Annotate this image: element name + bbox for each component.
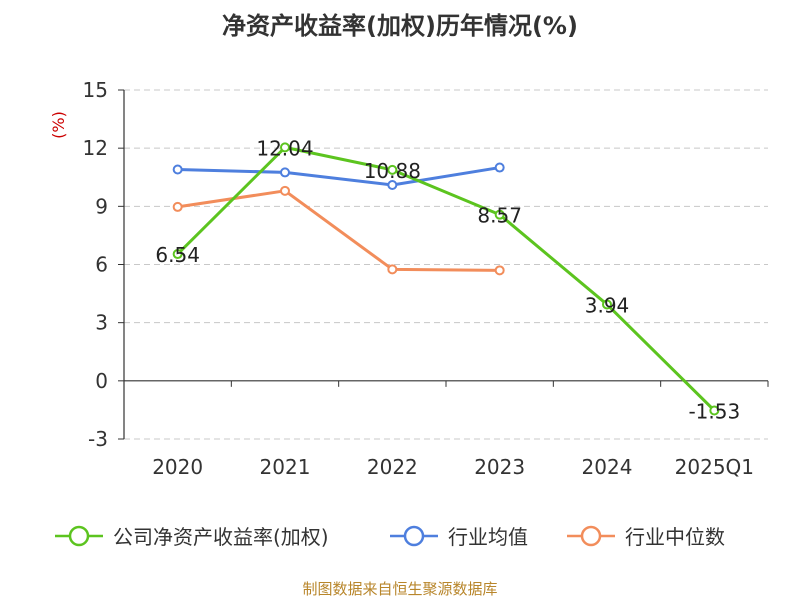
data-point [172,201,183,212]
legend: 公司净资产收益率(加权) 行业均值 行业中位数 [55,525,725,549]
y-tick-label: 0 [95,369,108,393]
data-point [280,142,290,153]
data-point [709,405,720,416]
data-point [172,164,183,175]
series-line [177,189,500,272]
series-line [176,145,716,412]
series-line [177,166,500,187]
data-label: 6.54 [155,243,200,267]
y-tick-label: 12 [83,136,108,160]
grid-lines [124,89,768,440]
y-tick-label: -3 [88,427,108,451]
legend-label: 公司净资产收益率(加权) [113,525,329,549]
y-tick-label: 6 [95,253,108,277]
data-label: 3.94 [585,293,630,317]
legend-swatch-marker [580,525,602,547]
data-point [387,264,398,275]
series-lines [172,142,720,416]
data-point [280,185,290,196]
data-point [494,162,505,173]
axes: 15 12 9 6 3 0 -3 2020 2021 2022 2023 2024 2025Q1 [83,78,769,479]
x-tick-label: 2024 [582,455,633,479]
data-point [387,180,398,191]
y-axis-unit: (%) [49,111,68,139]
data-point [602,299,612,310]
y-tick-label: 15 [83,78,108,102]
data-point [387,164,398,175]
legend-swatch-marker [68,525,90,547]
data-point [280,167,290,178]
data-label: -1.53 [688,399,740,423]
source-note: 制图数据来自恒生聚源数据库 [302,580,497,598]
y-tick-label: 9 [95,194,108,218]
legend-label: 行业中位数 [625,525,725,549]
x-tick-label: 2025Q1 [675,455,754,479]
legend-label: 行业均值 [448,525,528,549]
data-label: 12.04 [256,136,313,160]
data-point [494,209,505,220]
data-point [494,265,505,276]
data-labels: 6.54 12.04 10.88 8.57 3.94 -1.53 [155,136,740,423]
x-tick-label: 2022 [367,455,418,479]
data-point [172,249,183,260]
y-tick-label: 3 [95,311,108,335]
chart-title: 净资产收益率(加权)历年情况(%) [222,12,578,40]
x-tick-label: 2020 [152,455,203,479]
data-label: 10.88 [364,159,421,183]
x-tick-label: 2023 [474,455,525,479]
x-tick-label: 2021 [260,455,311,479]
data-label: 8.57 [477,204,522,228]
legend-swatch-marker [403,525,425,547]
